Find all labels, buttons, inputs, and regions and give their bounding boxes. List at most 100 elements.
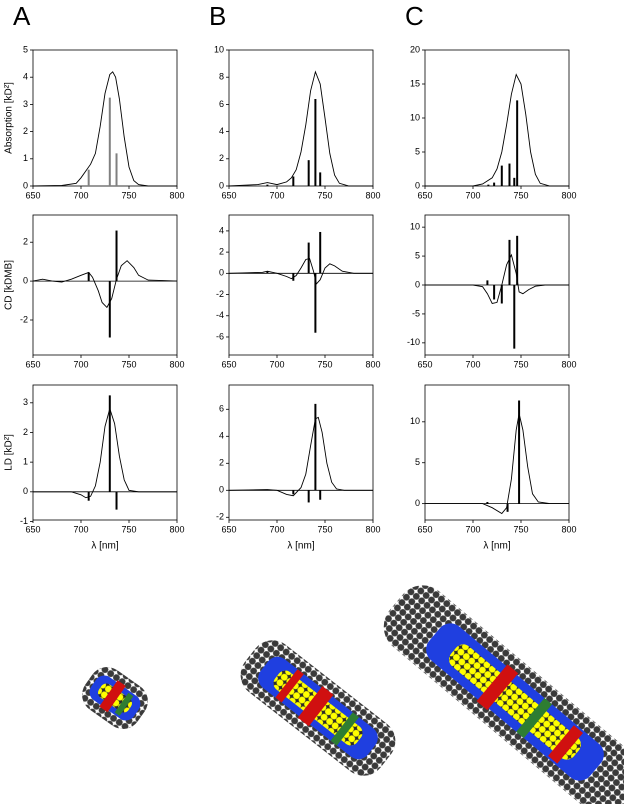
y-tick-label: 0: [23, 275, 28, 285]
y-tick-label: 0: [219, 268, 224, 278]
y-tick-label: 3: [23, 397, 28, 407]
y-tick-label: 4: [219, 126, 224, 136]
x-tick-label: 800: [561, 359, 576, 369]
plot-frame: [424, 49, 570, 187]
x-tick-label: 800: [365, 359, 380, 369]
y-tick-label: 0: [415, 279, 420, 289]
x-tick-label: 800: [169, 359, 184, 369]
y-tick-label: 8: [219, 72, 224, 82]
x-tick-label: 650: [417, 190, 432, 200]
y-tick-label: 0: [23, 180, 28, 190]
x-tick-label: 750: [121, 359, 136, 369]
y-tick-label: -4: [216, 310, 224, 320]
y-tick-label: 2: [219, 153, 224, 163]
x-axis-label: λ [nm]: [287, 541, 314, 552]
x-tick-label: 650: [221, 359, 236, 369]
x-tick-label: 800: [561, 524, 576, 534]
y-tick-label: 6: [219, 404, 224, 414]
y-tick-label: 2: [23, 126, 28, 136]
y-tick-label: 0: [219, 180, 224, 190]
y-axis-label: LD [kD²]: [4, 434, 15, 471]
y-axis-label: CD [kDMB]: [4, 260, 15, 310]
x-tick-label: 700: [269, 359, 284, 369]
x-tick-label: 750: [513, 190, 528, 200]
spectrum-curve: [425, 413, 569, 515]
y-tick-label: 3: [23, 99, 28, 109]
aggregate-c: [383, 585, 624, 804]
y-tick-label: -2: [216, 289, 224, 299]
plot-frame: [32, 49, 178, 187]
x-tick-label: 700: [73, 359, 88, 369]
y-tick-label: -1: [20, 516, 28, 526]
x-tick-label: 650: [25, 190, 40, 200]
y-tick-label: 2: [219, 458, 224, 468]
plot-frame: [228, 49, 374, 187]
x-axis-label: λ [nm]: [483, 541, 510, 552]
y-tick-label: 2: [23, 427, 28, 437]
y-tick-label: -6: [216, 331, 224, 341]
spectrum-curve: [425, 73, 569, 187]
x-tick-label: 700: [73, 524, 88, 534]
y-tick-label: 5: [415, 146, 420, 156]
y-tick-label: 2: [219, 246, 224, 256]
y-tick-label: 1: [23, 153, 28, 163]
y-tick-label: 4: [23, 72, 28, 82]
y-tick-label: 0: [219, 485, 224, 495]
x-tick-label: 700: [73, 190, 88, 200]
x-tick-label: 800: [169, 190, 184, 200]
x-tick-label: 650: [417, 524, 432, 534]
y-tick-label: 6: [219, 99, 224, 109]
x-tick-label: 750: [513, 359, 528, 369]
x-tick-label: 700: [465, 190, 480, 200]
spectrum-curve: [228, 416, 373, 497]
y-axis-label: Absorption [kD²]: [4, 82, 15, 154]
y-tick-label: 10: [410, 222, 420, 232]
x-axis-label: λ [nm]: [91, 541, 118, 552]
y-tick-label: 5: [23, 44, 28, 54]
plot-frame: [32, 384, 178, 521]
x-tick-label: 750: [317, 524, 332, 534]
y-tick-label: -10: [407, 337, 420, 347]
y-tick-label: -2: [20, 314, 28, 324]
x-tick-label: 800: [561, 190, 576, 200]
x-tick-label: 650: [221, 524, 236, 534]
spectrum-curve: [32, 71, 177, 187]
x-tick-label: 700: [465, 524, 480, 534]
panel-label: B: [209, 1, 226, 31]
x-tick-label: 650: [417, 359, 432, 369]
spectrum-curve: [425, 253, 569, 305]
x-tick-label: 750: [513, 524, 528, 534]
y-tick-label: 15: [410, 78, 420, 88]
y-tick-label: 0: [23, 486, 28, 496]
x-tick-label: 700: [269, 190, 284, 200]
y-tick-label: 4: [219, 225, 224, 235]
y-tick-label: 10: [410, 416, 420, 426]
panel-label: A: [13, 1, 31, 31]
plot-frame: [32, 214, 178, 356]
aggregate-b: [240, 640, 396, 776]
y-tick-label: 5: [415, 250, 420, 260]
y-tick-label: 1: [23, 457, 28, 467]
y-tick-label: 20: [410, 44, 420, 54]
y-tick-label: -5: [412, 308, 420, 318]
y-tick-label: 10: [410, 112, 420, 122]
spectrum-curve: [228, 257, 373, 285]
spectrum-curve: [33, 407, 177, 499]
x-tick-label: 650: [25, 359, 40, 369]
x-tick-label: 650: [25, 524, 40, 534]
x-tick-label: 800: [365, 190, 380, 200]
y-tick-label: 10: [214, 44, 224, 54]
spectrum-curve: [228, 70, 373, 187]
panel-label: C: [405, 1, 424, 31]
y-tick-label: 5: [415, 457, 420, 467]
x-tick-label: 650: [221, 190, 236, 200]
x-tick-label: 750: [317, 190, 332, 200]
x-tick-label: 700: [465, 359, 480, 369]
x-tick-label: 750: [121, 190, 136, 200]
y-tick-label: 2: [23, 237, 28, 247]
plot-frame: [228, 214, 374, 356]
x-tick-label: 750: [317, 359, 332, 369]
x-tick-label: 750: [121, 524, 136, 534]
plot-frame: [228, 384, 374, 521]
